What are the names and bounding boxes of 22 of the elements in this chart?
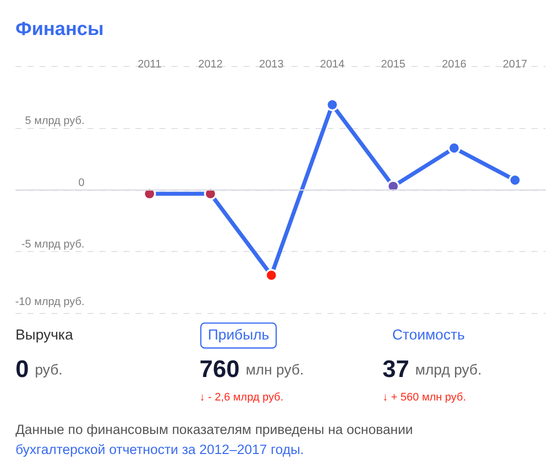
x-tick-label: 2016 [442,58,466,70]
text: ↓ + 560 млн руб. [382,392,466,404]
x-tick-label: 2011 [138,58,162,70]
text: Стоимость [392,328,465,344]
text: Выручка [16,328,74,344]
text: 37 млрд руб. [382,356,482,383]
x-tick-label: 2014 [320,58,345,70]
x-tick-label: 2015 [380,58,406,70]
x-tick-label: 2017 [502,58,528,70]
y-tick-label: 5 млрд руб. [25,115,84,128]
text: 760 млн руб. [200,356,304,383]
text: ↓ - 2,6 млрд руб. [200,392,284,404]
text: Данные по финансовым показателям приведены на основании [16,422,413,437]
y-tick-label: -10 млрд руб. [15,296,84,308]
chart-title: Финансы [16,19,104,40]
text: бухгалтерской отчетности за 2012–2017 годы. [16,442,304,457]
y-tick-label: -5 млрд руб. [21,238,85,251]
y-tick-label: 0 [78,176,85,189]
x-tick-label: 2013 [259,58,284,70]
text: Прибыль [208,328,270,344]
text: 0 руб. [16,356,63,383]
x-tick-label: 2012 [198,58,223,70]
